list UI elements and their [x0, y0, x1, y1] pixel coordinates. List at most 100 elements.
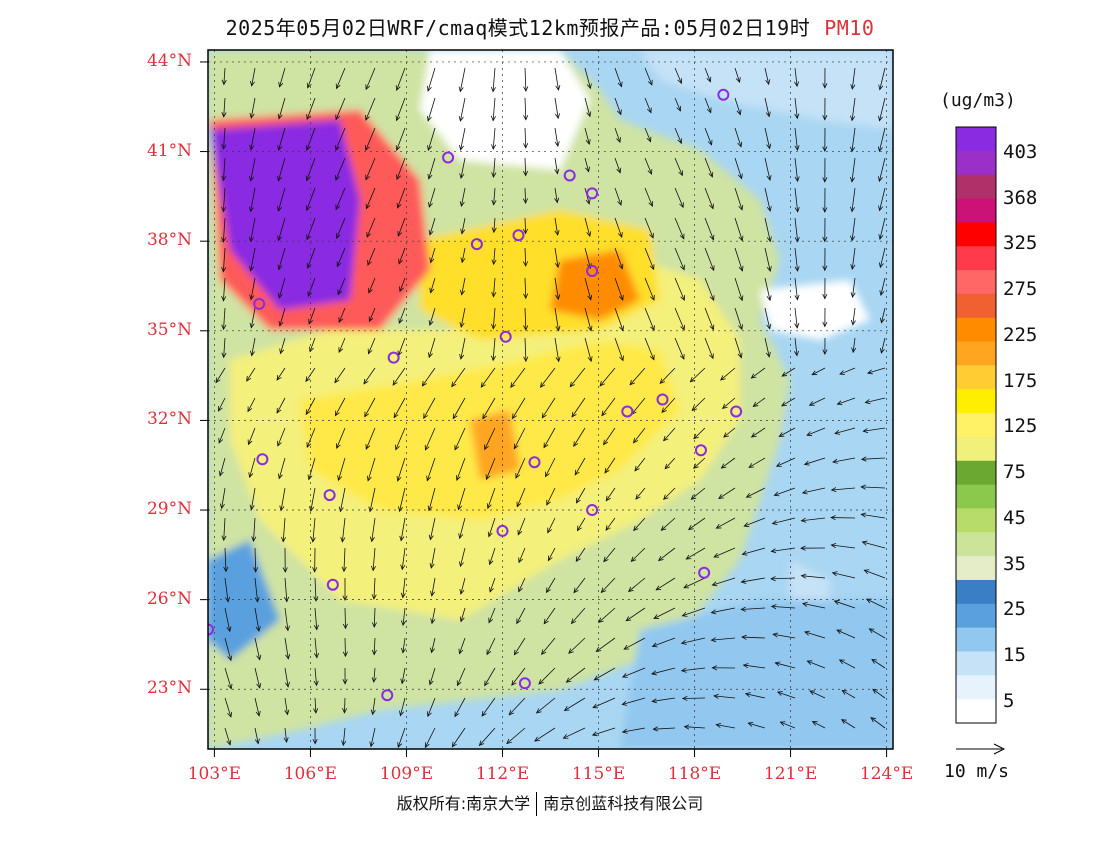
wind-vector — [402, 607, 406, 626]
wind-vector — [486, 457, 496, 480]
wind-arrowhead — [534, 736, 540, 742]
wind-arrowhead — [710, 609, 717, 615]
wind-vector — [254, 727, 259, 744]
wind-arrowhead — [568, 648, 574, 654]
wind-arrowhead — [822, 293, 828, 300]
wind-arrowhead — [400, 678, 406, 685]
wind-vector — [224, 637, 232, 661]
wind-arrowhead — [451, 741, 457, 748]
wind-vector — [861, 486, 886, 489]
wind-vector — [723, 427, 736, 438]
wind-vector — [622, 697, 646, 705]
wind-arrowhead — [491, 144, 497, 150]
wind-arrowhead — [618, 294, 624, 301]
wind-vector — [336, 67, 346, 89]
wind-reference-arrow — [956, 743, 1006, 755]
wind-vector — [372, 547, 376, 571]
wind-vector — [222, 247, 226, 272]
wind-vector — [492, 97, 496, 121]
wind-arrowhead — [711, 665, 718, 671]
wind-arrowhead — [523, 114, 529, 121]
wind-arrowhead — [249, 322, 255, 329]
wind-vector — [851, 67, 856, 89]
wind-vector — [794, 67, 798, 87]
wind-arrowhead — [338, 317, 344, 323]
lon-tick-label: 112°E — [475, 764, 530, 784]
wind-vector — [781, 367, 796, 377]
wind-vector — [644, 277, 655, 301]
wind-vector — [801, 575, 826, 579]
city-site-marker — [586, 265, 599, 278]
wind-arrowhead — [591, 731, 598, 737]
wind-arrowhead — [342, 595, 348, 602]
wind-arrowhead — [511, 680, 517, 686]
wind-arrowhead — [680, 639, 687, 645]
wind-arrowhead — [543, 618, 549, 625]
wind-arrowhead — [221, 352, 227, 359]
wind-arrowhead — [399, 535, 405, 542]
wind-arrowhead — [256, 682, 262, 689]
wind-vector — [395, 427, 406, 450]
wind-arrowhead — [306, 82, 312, 89]
wind-vector — [794, 307, 798, 328]
wind-vector — [369, 487, 376, 512]
wind-vector — [538, 667, 556, 685]
city-site-marker — [717, 88, 730, 101]
wind-arrowhead — [218, 437, 224, 444]
wind-vector — [862, 541, 886, 549]
wind-arrowhead — [766, 206, 772, 212]
city-site-marker — [730, 405, 743, 418]
wind-arrowhead — [370, 709, 376, 716]
wind-vector — [393, 397, 406, 418]
city-site-marker — [563, 169, 576, 182]
wind-vector — [479, 727, 496, 746]
wind-vector — [515, 457, 526, 479]
wind-vector — [222, 187, 226, 212]
wind-arrowhead — [586, 83, 592, 90]
wind-vector — [307, 277, 316, 297]
wind-vector — [681, 667, 706, 672]
wind-vector — [644, 307, 655, 331]
wind-arrowhead — [337, 475, 343, 482]
wind-arrowhead — [367, 260, 372, 266]
wind-arrowhead — [541, 412, 547, 419]
wind-arrowhead — [554, 230, 560, 236]
wind-arrowhead — [822, 349, 828, 355]
wind-vector — [513, 427, 526, 449]
wind-vector — [716, 724, 736, 729]
wind-arrowhead — [342, 679, 348, 685]
axis-ticks — [200, 61, 888, 757]
wind-vector — [543, 427, 556, 448]
wind-vector — [458, 487, 466, 510]
wind-vector — [517, 517, 526, 535]
wind-arrowhead — [773, 491, 780, 497]
wind-vector — [870, 717, 886, 729]
wind-arrowhead — [804, 630, 810, 636]
wind-vector — [428, 187, 436, 208]
wind-vector — [224, 547, 227, 572]
wind-vector — [493, 247, 496, 265]
wind-vector — [279, 67, 286, 88]
wind-arrowhead — [774, 661, 781, 667]
wind-arrowhead — [738, 324, 743, 331]
wind-arrowhead — [486, 649, 492, 656]
wind-arrowhead — [335, 233, 341, 240]
wind-arrowhead — [649, 232, 654, 239]
wind-vector — [663, 427, 676, 442]
wind-arrowhead — [742, 663, 749, 669]
wind-arrowhead — [547, 527, 552, 534]
wind-vector — [831, 487, 856, 491]
wind-vector — [250, 187, 256, 212]
wind-arrowhead — [516, 618, 522, 625]
wind-arrowhead — [547, 555, 553, 562]
wind-vector — [741, 577, 766, 583]
wind-vector — [224, 667, 232, 689]
wind-vector — [807, 660, 826, 669]
wind-arrowhead — [745, 493, 752, 498]
wind-vector — [741, 636, 766, 639]
wind-arrowhead — [562, 734, 569, 739]
wind-arrowhead — [338, 506, 344, 513]
wind-arrowhead — [223, 566, 229, 573]
wind-vector — [794, 97, 798, 119]
